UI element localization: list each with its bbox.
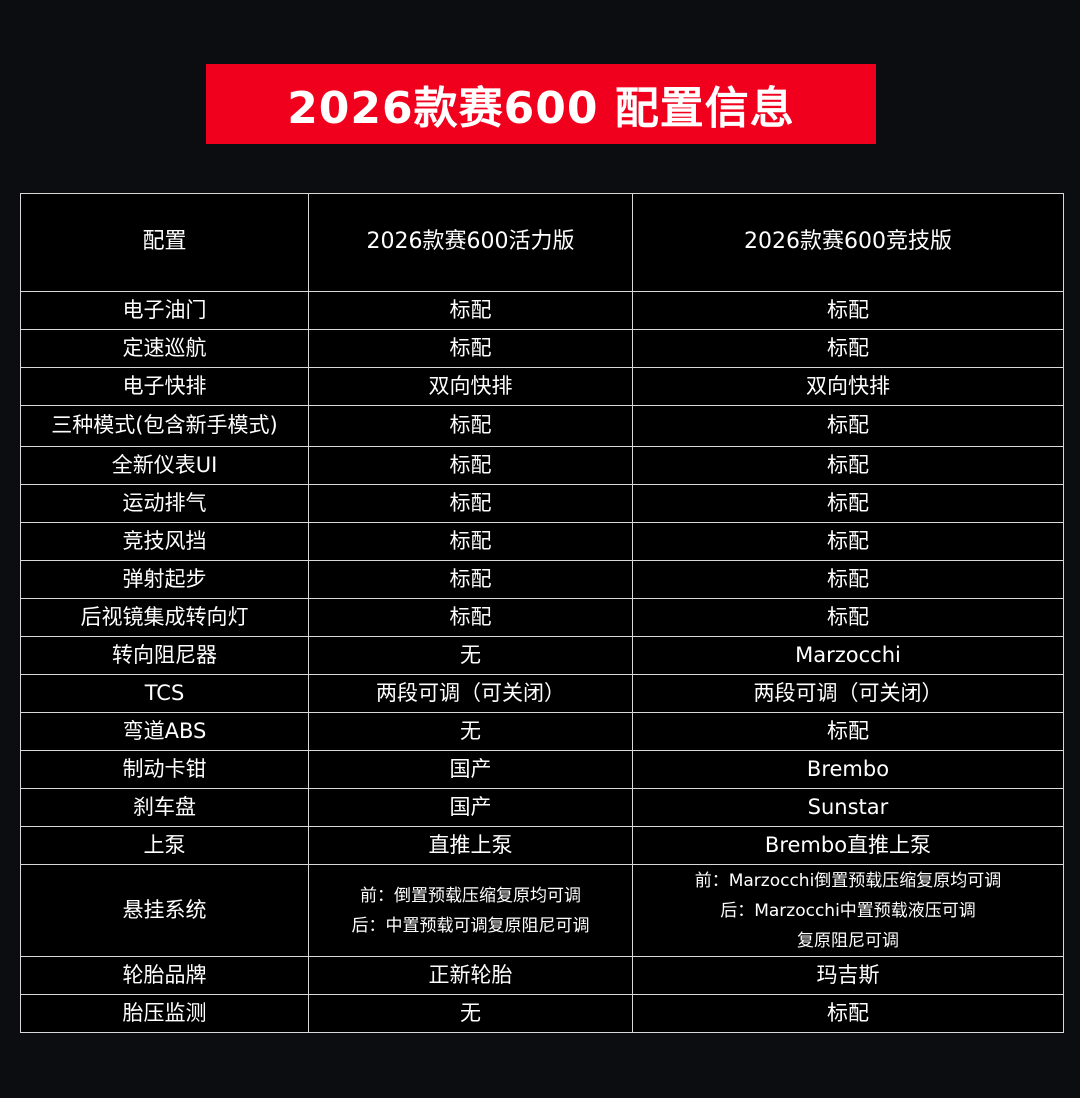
table-row: 弯道ABS 无标配 bbox=[20, 712, 1064, 751]
suspension-line: 复原阻尼可调 bbox=[797, 930, 899, 951]
vitality-value: 标配 bbox=[308, 598, 633, 637]
vitality-value: 国产 bbox=[308, 788, 633, 827]
table-row: 胎压监测无标配 bbox=[20, 994, 1064, 1033]
competition-value: 标配 bbox=[632, 329, 1064, 368]
row-label: 弹射起步 bbox=[20, 560, 309, 599]
suspension-line: 前：倒置预载压缩复原均可调 bbox=[360, 885, 581, 906]
table-row: 后视镜集成转向灯 标配 标配 bbox=[20, 598, 1064, 637]
row-label: 后视镜集成转向灯 bbox=[20, 598, 309, 637]
table-row: 电子油门 标配 标配 bbox=[20, 291, 1064, 330]
vitality-value: 标配 bbox=[308, 522, 633, 561]
row-label: 刹车盘 bbox=[20, 788, 309, 827]
table-header-row: 配置 2026款赛600活力版 2026款赛600竞技版 bbox=[20, 193, 1064, 292]
row-label: 运动排气 bbox=[20, 484, 309, 523]
competition-value: 标配 bbox=[632, 446, 1064, 485]
table-row: 竞技风挡 标配 标配 bbox=[20, 522, 1064, 561]
header-competition: 2026款赛600竞技版 bbox=[632, 193, 1064, 292]
row-label: 电子快排 bbox=[20, 367, 309, 406]
row-label: 定速巡航 bbox=[20, 329, 309, 368]
competition-value: Brembo直推上泵 bbox=[632, 826, 1064, 865]
suspension-line: 后：Marzocchi中置预载液压可调 bbox=[720, 900, 976, 921]
vitality-value: 标配 bbox=[308, 405, 633, 447]
row-label: 转向阻尼器 bbox=[20, 636, 309, 675]
table-row: 弹射起步 标配 标配 bbox=[20, 560, 1064, 599]
table-row: 刹车盘 国产 Sunstar bbox=[20, 788, 1064, 827]
table-row: 运动排气 标配 标配 bbox=[20, 484, 1064, 523]
table-row: 定速巡航 标配 标配 bbox=[20, 329, 1064, 368]
competition-value: 标配 bbox=[632, 598, 1064, 637]
row-label: 制动卡钳 bbox=[20, 750, 309, 789]
vitality-value: 前：倒置预载压缩复原均可调 后：中置预载可调复原阻尼可调 bbox=[308, 864, 633, 957]
competition-value: 标配 bbox=[632, 712, 1064, 751]
table-row: 全新仪表UI 标配 标配 bbox=[20, 446, 1064, 485]
vitality-value: 标配 bbox=[308, 484, 633, 523]
spec-table: 配置 2026款赛600活力版 2026款赛600竞技版 电子油门 标配 标配 定速巡… bbox=[20, 193, 1064, 1033]
row-label: 三种模式(包含新手模式) bbox=[20, 405, 309, 447]
competition-value: 两段可调（可关闭） bbox=[632, 674, 1064, 713]
vitality-value: 标配 bbox=[308, 291, 633, 330]
table-row: 电子快排 双向快排 双向快排 bbox=[20, 367, 1064, 406]
row-label: TCS bbox=[20, 674, 309, 713]
row-label: 胎压监测 bbox=[20, 994, 309, 1033]
competition-value: 标配 bbox=[632, 405, 1064, 447]
row-label: 悬挂系统 bbox=[20, 864, 309, 957]
row-label: 轮胎品牌 bbox=[20, 956, 309, 995]
table-row: 悬挂系统 前：倒置预载压缩复原均可调 后：中置预载可调复原阻尼可调 前：Marzocc… bbox=[20, 864, 1064, 957]
vitality-value: 无 bbox=[308, 636, 633, 675]
competition-value: Brembo bbox=[632, 750, 1064, 789]
table-row: 三种模式(包含新手模式) 标配 标配 bbox=[20, 405, 1064, 447]
vitality-value: 无 bbox=[308, 994, 633, 1033]
competition-value: 前：Marzocchi倒置预载压缩复原均可调 后：Marzocchi中置预载液压可… bbox=[632, 864, 1064, 957]
row-label: 弯道ABS bbox=[20, 712, 309, 751]
vitality-value: 无 bbox=[308, 712, 633, 751]
competition-value: Sunstar bbox=[632, 788, 1064, 827]
competition-value: 标配 bbox=[632, 560, 1064, 599]
competition-value: 双向快排 bbox=[632, 367, 1064, 406]
vitality-value: 标配 bbox=[308, 446, 633, 485]
table-row: 制动卡钳 国产 Brembo bbox=[20, 750, 1064, 789]
competition-value: 玛吉斯 bbox=[632, 956, 1064, 995]
competition-value: 标配 bbox=[632, 484, 1064, 523]
suspension-line: 后：中置预载可调复原阻尼可调 bbox=[351, 915, 590, 936]
table-row: 上泵 直推上泵 Brembo直推上泵 bbox=[20, 826, 1064, 865]
row-label: 上泵 bbox=[20, 826, 309, 865]
page-title: 2026款赛600 配置信息 bbox=[206, 64, 876, 144]
table-row: TCS 两段可调（可关闭） 两段可调（可关闭） bbox=[20, 674, 1064, 713]
competition-value: 标配 bbox=[632, 291, 1064, 330]
vitality-value: 标配 bbox=[308, 329, 633, 368]
vitality-value: 国产 bbox=[308, 750, 633, 789]
vitality-value: 直推上泵 bbox=[308, 826, 633, 865]
header-vitality: 2026款赛600活力版 bbox=[308, 193, 633, 292]
table-row: 转向阻尼器无 Marzocchi bbox=[20, 636, 1064, 675]
vitality-value: 标配 bbox=[308, 560, 633, 599]
vitality-value: 双向快排 bbox=[308, 367, 633, 406]
competition-value: 标配 bbox=[632, 994, 1064, 1033]
competition-value: Marzocchi bbox=[632, 636, 1064, 675]
suspension-line: 前：Marzocchi倒置预载压缩复原均可调 bbox=[694, 870, 1002, 891]
row-label: 全新仪表UI bbox=[20, 446, 309, 485]
competition-value: 标配 bbox=[632, 522, 1064, 561]
vitality-value: 两段可调（可关闭） bbox=[308, 674, 633, 713]
table-row: 轮胎品牌 正新轮胎 玛吉斯 bbox=[20, 956, 1064, 995]
row-label: 电子油门 bbox=[20, 291, 309, 330]
header-config: 配置 bbox=[20, 193, 309, 292]
vitality-value: 正新轮胎 bbox=[308, 956, 633, 995]
row-label: 竞技风挡 bbox=[20, 522, 309, 561]
